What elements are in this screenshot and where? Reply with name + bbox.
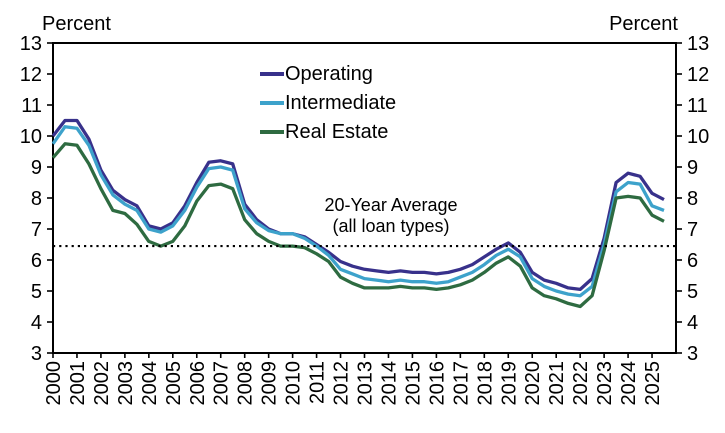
x-tick-label: 2005: [163, 361, 185, 406]
y-tick-label-right: 13: [687, 33, 709, 55]
legend-label-intermediate: Intermediate: [285, 91, 397, 114]
y-tick-label-right: 12: [687, 64, 709, 86]
y-tick-label-right: 11: [687, 95, 708, 117]
series-line-intermediate: [51, 125, 665, 298]
x-tick-label: 2011: [307, 361, 329, 404]
y-tick-label-left: 3: [31, 343, 42, 365]
x-tick-label: 2009: [259, 361, 281, 406]
legend-item-intermediate: Intermediate: [260, 92, 396, 114]
y-tick-label-left: 11: [21, 95, 42, 117]
x-tick-label: 2001: [67, 361, 89, 406]
x-tick-label: 2006: [187, 361, 209, 406]
x-tick-label: 2010: [283, 361, 305, 406]
x-tick-label: 2012: [331, 361, 353, 406]
operating-line-swatch-icon: [260, 72, 284, 76]
y-tick-label-right: 4: [687, 312, 698, 334]
legend-item-operating: Operating: [260, 63, 396, 85]
x-tick-label: 2021: [546, 361, 568, 406]
average-line-annotation-line2: (all loan types): [332, 216, 450, 236]
legend-label-real-estate: Real Estate: [285, 120, 389, 143]
y-tick-label-left: 4: [31, 312, 42, 334]
y-tick-label-left: 5: [31, 281, 42, 303]
y-tick-label-right: 8: [687, 188, 698, 210]
x-tick-label: 2018: [474, 361, 496, 406]
legend-item-real-estate: Real Estate: [260, 121, 396, 143]
y-axis-title-right: Percent: [609, 13, 678, 35]
x-tick-label: 2020: [522, 361, 544, 406]
x-tick-label: 2004: [139, 361, 161, 406]
real-estate-line-swatch-icon: [260, 130, 284, 134]
y-tick-label-left: 7: [31, 219, 42, 241]
x-tick-label: 2022: [570, 361, 592, 406]
x-tick-label: 2014: [378, 361, 400, 406]
legend: Operating Intermediate Real Estate: [260, 63, 396, 150]
y-tick-label-right: 3: [687, 343, 698, 365]
x-tick-label: 2019: [498, 361, 520, 406]
x-tick-label: 2008: [235, 361, 257, 406]
x-tick-label: 2016: [426, 361, 448, 406]
y-tick-label-right: 7: [687, 219, 698, 241]
average-line-annotation-line1: 20-Year Average: [324, 195, 458, 215]
x-tick-label: 2015: [402, 361, 424, 406]
x-tick-label: 2013: [355, 361, 377, 406]
y-tick-label-right: 10: [687, 126, 709, 148]
x-tick-label: 2025: [642, 361, 664, 406]
y-tick-label-right: 6: [687, 250, 698, 272]
y-tick-label-left: 8: [31, 188, 42, 210]
y-tick-label-right: 5: [687, 281, 698, 303]
x-tick-label: 2007: [211, 361, 233, 406]
y-tick-label-left: 13: [20, 33, 42, 55]
y-tick-label-left: 10: [20, 126, 42, 148]
x-tick-label: 2002: [91, 361, 113, 406]
x-tick-label: 2024: [618, 361, 640, 406]
average-line-annotation: 20-Year Average (all loan types): [293, 195, 489, 237]
series-line-operating: [51, 118, 665, 292]
y-tick-label-right: 9: [687, 157, 698, 179]
y-tick-label-left: 12: [20, 64, 42, 86]
y-tick-label-left: 6: [31, 250, 42, 272]
x-tick-label: 2000: [43, 361, 65, 406]
x-tick-label: 2017: [450, 361, 472, 406]
x-tick-label: 2023: [594, 361, 616, 406]
intermediate-line-swatch-icon: [260, 101, 284, 105]
y-tick-label-left: 9: [31, 157, 42, 179]
legend-label-operating: Operating: [285, 62, 373, 85]
x-tick-label: 2003: [115, 361, 137, 406]
series-line-real-estate: [51, 142, 665, 309]
y-axis-title-left: Percent: [42, 13, 111, 35]
